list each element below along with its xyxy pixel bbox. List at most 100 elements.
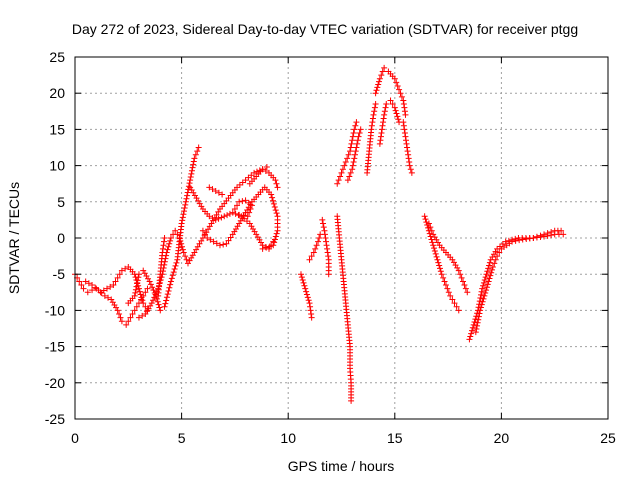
data-point: [101, 292, 108, 299]
data-point: [355, 133, 362, 140]
data-point: [466, 336, 473, 343]
data-point: [486, 259, 493, 266]
data-point: [347, 169, 354, 176]
data-point: [381, 64, 388, 71]
data-point: [172, 262, 179, 269]
data-point: [131, 292, 138, 299]
data-point: [98, 290, 105, 297]
chart-title: Day 272 of 2023, Sidereal Day-to-day VTE…: [72, 21, 578, 37]
data-point: [479, 298, 486, 305]
data-point: [482, 290, 489, 297]
data-point: [134, 280, 141, 287]
data-point: [480, 279, 487, 286]
data-point: [368, 126, 375, 133]
data-point: [117, 314, 124, 321]
data-point: [434, 256, 441, 263]
data-point: [406, 162, 413, 169]
series-track-14: [334, 213, 355, 404]
y-tick-label: 20: [49, 85, 65, 101]
data-point: [471, 318, 478, 325]
data-point: [232, 210, 239, 217]
data-point: [221, 213, 228, 220]
data-point: [429, 239, 436, 246]
data-point: [155, 301, 162, 308]
data-point: [212, 216, 219, 223]
data-point: [183, 195, 190, 202]
data-point: [474, 319, 481, 326]
data-point: [477, 304, 484, 311]
data-point: [512, 237, 519, 244]
series-track-5: [155, 235, 168, 299]
data-point: [273, 210, 280, 217]
data-point: [154, 298, 161, 305]
data-point: [401, 104, 408, 111]
data-point: [242, 197, 249, 204]
series-track-4: [135, 164, 270, 321]
data-point: [489, 263, 496, 270]
y-tick-label: 10: [49, 158, 65, 174]
data-point: [353, 144, 360, 151]
data-point: [167, 281, 174, 288]
data-point: [250, 225, 257, 232]
data-point: [202, 231, 209, 238]
data-point: [199, 227, 206, 234]
data-point: [349, 162, 356, 169]
data-point: [164, 291, 171, 298]
data-point: [161, 238, 168, 245]
data-point: [240, 212, 247, 219]
data-point: [352, 148, 359, 155]
data-point: [135, 274, 142, 281]
data-point: [195, 144, 202, 151]
data-point: [167, 278, 174, 285]
data-point: [271, 203, 278, 210]
data-point: [345, 151, 352, 158]
data-point: [223, 240, 230, 247]
data-point: [342, 158, 349, 165]
y-tick-label: -15: [45, 339, 65, 355]
data-point: [204, 235, 211, 241]
data-point: [377, 133, 384, 140]
data-point: [268, 191, 275, 198]
data-point: [135, 314, 142, 321]
data-point: [107, 283, 114, 290]
data-point: [391, 104, 398, 111]
data-point: [109, 299, 116, 306]
data-point: [305, 297, 312, 304]
data-point: [368, 122, 375, 129]
data-point: [379, 122, 386, 129]
data-point: [321, 231, 328, 238]
data-point: [142, 289, 149, 296]
data-point: [164, 246, 171, 253]
x-axis-label: GPS time / hours: [288, 458, 395, 474]
data-point: [454, 264, 461, 271]
data-point: [139, 297, 146, 304]
data-point: [239, 198, 246, 205]
data-point: [161, 235, 168, 241]
data-point: [125, 318, 132, 325]
data-point: [475, 313, 482, 320]
data-point: [272, 207, 279, 214]
data-point: [349, 137, 356, 144]
data-point: [452, 262, 459, 269]
data-point: [198, 203, 205, 210]
data-point: [376, 75, 383, 82]
data-point: [379, 126, 386, 133]
data-point: [483, 284, 490, 291]
data-point: [377, 137, 384, 144]
data-point: [335, 177, 342, 184]
data-point: [186, 180, 193, 187]
data-point: [184, 260, 191, 267]
data-point: [378, 72, 385, 79]
data-point: [428, 227, 435, 234]
data-point: [190, 158, 197, 165]
data-point: [220, 241, 227, 248]
data-point: [484, 281, 491, 288]
data-point: [449, 296, 456, 303]
data-point: [406, 158, 413, 165]
data-point: [95, 287, 102, 294]
data-point: [219, 191, 226, 198]
data-point: [434, 239, 441, 246]
data-point: [324, 245, 331, 252]
data-point: [477, 307, 484, 314]
data-point: [180, 211, 187, 218]
